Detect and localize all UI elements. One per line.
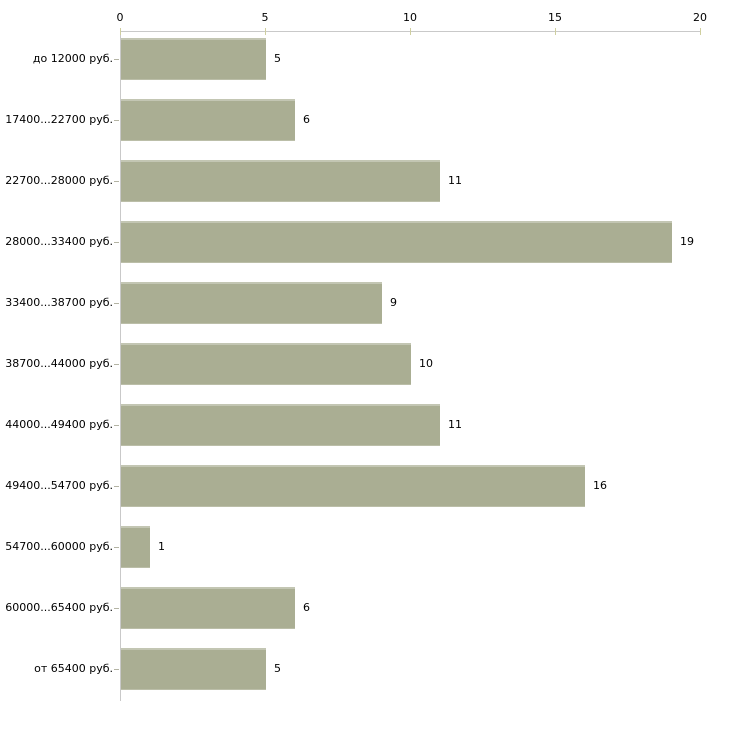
- category-label: до 12000 руб.: [32, 52, 113, 65]
- x-axis-tick: [265, 28, 266, 35]
- category-label: 60000...65400 руб.: [5, 601, 113, 614]
- y-axis-tick: [114, 425, 119, 426]
- category-label: 38700...44000 руб.: [5, 357, 113, 370]
- bar: [121, 282, 382, 324]
- x-axis-tick: [700, 28, 701, 35]
- value-label: 10: [419, 357, 433, 370]
- bar: [121, 526, 150, 568]
- category-label: 17400...22700 руб.: [5, 113, 113, 126]
- category-label: 28000...33400 руб.: [5, 235, 113, 248]
- bar: [121, 465, 585, 507]
- value-label: 1: [158, 540, 165, 553]
- bar: [121, 38, 266, 80]
- bar: [121, 648, 266, 690]
- x-axis-tick: [410, 28, 411, 35]
- y-axis-tick: [114, 120, 119, 121]
- value-label: 5: [274, 52, 281, 65]
- y-axis-tick: [114, 59, 119, 60]
- bar: [121, 404, 440, 446]
- category-label: 54700...60000 руб.: [5, 540, 113, 553]
- category-label: 33400...38700 руб.: [5, 296, 113, 309]
- y-axis-tick: [114, 303, 119, 304]
- value-label: 11: [448, 174, 462, 187]
- bar: [121, 587, 295, 629]
- category-label: 44000...49400 руб.: [5, 418, 113, 431]
- y-axis-tick: [114, 608, 119, 609]
- x-axis-tick-label: 15: [548, 11, 562, 24]
- y-axis-tick: [114, 669, 119, 670]
- bar: [121, 343, 411, 385]
- value-label: 19: [680, 235, 694, 248]
- bar: [121, 160, 440, 202]
- category-label: 49400...54700 руб.: [5, 479, 113, 492]
- y-axis-tick: [114, 547, 119, 548]
- y-axis-line: [120, 31, 121, 701]
- value-label: 9: [390, 296, 397, 309]
- value-label: 6: [303, 113, 310, 126]
- value-label: 16: [593, 479, 607, 492]
- x-axis-tick-label: 10: [403, 11, 417, 24]
- y-axis-tick: [114, 486, 119, 487]
- bar: [121, 221, 672, 263]
- category-label: от 65400 руб.: [34, 662, 113, 675]
- x-axis-tick: [120, 28, 121, 35]
- bar: [121, 99, 295, 141]
- x-axis-tick: [555, 28, 556, 35]
- value-label: 5: [274, 662, 281, 675]
- y-axis-tick: [114, 364, 119, 365]
- y-axis-tick: [114, 181, 119, 182]
- value-label: 11: [448, 418, 462, 431]
- category-label: 22700...28000 руб.: [5, 174, 113, 187]
- x-axis-tick-label: 20: [693, 11, 707, 24]
- x-axis-tick-label: 0: [116, 11, 124, 24]
- x-axis-tick-label: 5: [261, 11, 269, 24]
- y-axis-tick: [114, 242, 119, 243]
- value-label: 6: [303, 601, 310, 614]
